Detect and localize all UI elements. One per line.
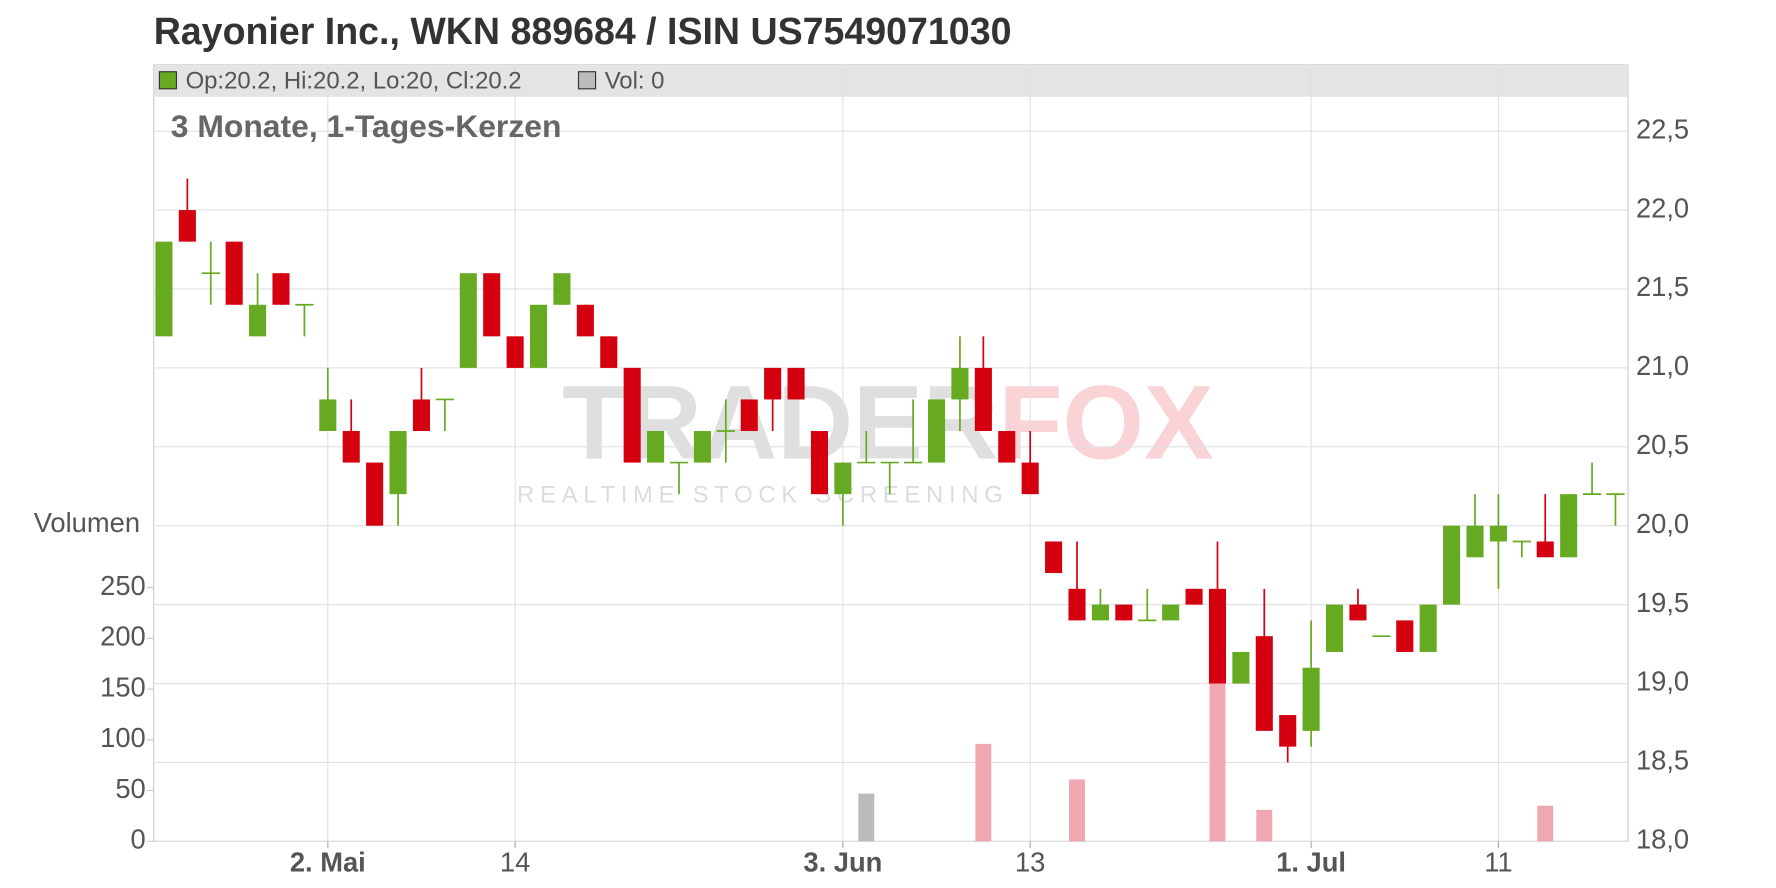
volume-bar (1209, 682, 1226, 842)
candle-body (1536, 541, 1554, 558)
x-tick-label: 2. Mai (290, 846, 366, 877)
candle-body (600, 336, 618, 368)
candle-body (1419, 604, 1437, 652)
y-tick-label: 20,5 (1636, 429, 1689, 460)
candle-body (1489, 525, 1507, 542)
candle-body (576, 304, 594, 337)
candle-body (1162, 604, 1180, 621)
candle-body (787, 367, 805, 400)
candle-body (389, 431, 407, 495)
y-tick-label: 22,5 (1636, 113, 1689, 144)
volume-tick-label: 150 (100, 671, 146, 702)
legend-band (153, 66, 1629, 97)
x-tick-label: 14 (500, 846, 530, 877)
candle-body (834, 462, 852, 495)
legend-label: Op:20.2, Hi:20.2, Lo:20, Cl:20.2 (186, 67, 522, 94)
candle-body (1349, 604, 1367, 621)
y-tick-label: 22,0 (1636, 192, 1689, 223)
candle-body (342, 431, 360, 463)
volume-bar (858, 793, 875, 842)
candle-body (1466, 525, 1484, 558)
volume-bar (1537, 805, 1554, 842)
candle-body (1443, 525, 1461, 605)
candle-body (155, 241, 173, 337)
candle-body (998, 431, 1016, 463)
candle-body (1185, 588, 1203, 605)
volume-bar (1069, 779, 1085, 842)
volume-tick-label: 100 (100, 722, 146, 753)
volume-tick-label: 0 (131, 824, 146, 855)
candle-body (1208, 588, 1227, 684)
candle-body (1255, 636, 1273, 731)
x-tick-label: 11 (1484, 846, 1512, 877)
candle-body (927, 399, 946, 463)
candle-body (178, 210, 196, 242)
candle-body (529, 304, 548, 368)
candle-body (249, 304, 267, 337)
candle-body (1560, 494, 1578, 558)
candle-body (1021, 462, 1039, 495)
candle-body (1091, 604, 1109, 621)
y-tick-label: 21,5 (1636, 271, 1689, 302)
candle-body (974, 367, 992, 432)
x-tick-label: 1. Jul (1276, 846, 1346, 877)
candle-body (693, 431, 711, 463)
candle-body (740, 399, 758, 432)
volume-axis-label: Volumen (34, 507, 140, 538)
legend-swatch (158, 71, 178, 90)
candle-body (225, 241, 243, 305)
candle-body (412, 399, 431, 432)
candle-body (1396, 620, 1414, 652)
candle-body (506, 336, 524, 368)
candle-body (366, 462, 384, 526)
candle-body (319, 399, 337, 432)
candle-body (764, 367, 782, 400)
x-tick-label: 13 (1015, 846, 1045, 877)
candle-body (483, 273, 501, 337)
candle-body (1302, 667, 1320, 731)
candle-body (1068, 588, 1086, 621)
candle-body (1045, 541, 1063, 574)
legend-label: Vol: 0 (605, 67, 665, 94)
volume-tick-label: 200 (100, 621, 146, 652)
candle-body (623, 367, 641, 463)
candle-body (1115, 604, 1133, 621)
candle-body (1325, 604, 1344, 652)
candle-body (951, 367, 969, 400)
volume-tick-label: 250 (100, 570, 146, 601)
legend-swatch (577, 71, 597, 90)
candle-body (1279, 715, 1297, 747)
volume-bar (1256, 809, 1273, 842)
y-tick-label: 19,0 (1636, 666, 1689, 697)
y-tick-label: 21,0 (1636, 350, 1689, 381)
chart-subtitle: 3 Monate, 1-Tages-Kerzen (171, 108, 562, 144)
candle-body (1232, 651, 1250, 684)
chart-title: Rayonier Inc., WKN 889684 / ISIN US75490… (154, 10, 1012, 52)
candle-body (810, 431, 829, 495)
volume-bar (975, 743, 992, 842)
watermark-part: FOX (999, 364, 1214, 481)
x-tick-label: 3. Jun (803, 846, 882, 877)
volume-tick-label: 50 (115, 773, 145, 804)
y-tick-label: 18,0 (1636, 824, 1689, 855)
y-tick-label: 19,5 (1636, 587, 1689, 618)
candle-body (272, 273, 290, 305)
watermark: TRADERFOX (562, 364, 1214, 481)
y-tick-label: 20,0 (1636, 508, 1689, 539)
candle-body (553, 273, 571, 305)
watermark-tagline: REALTIME STOCK SCREENING (517, 482, 1009, 509)
candle-body (459, 273, 477, 368)
y-tick-label: 18,5 (1636, 745, 1689, 776)
candle-body (647, 431, 665, 463)
